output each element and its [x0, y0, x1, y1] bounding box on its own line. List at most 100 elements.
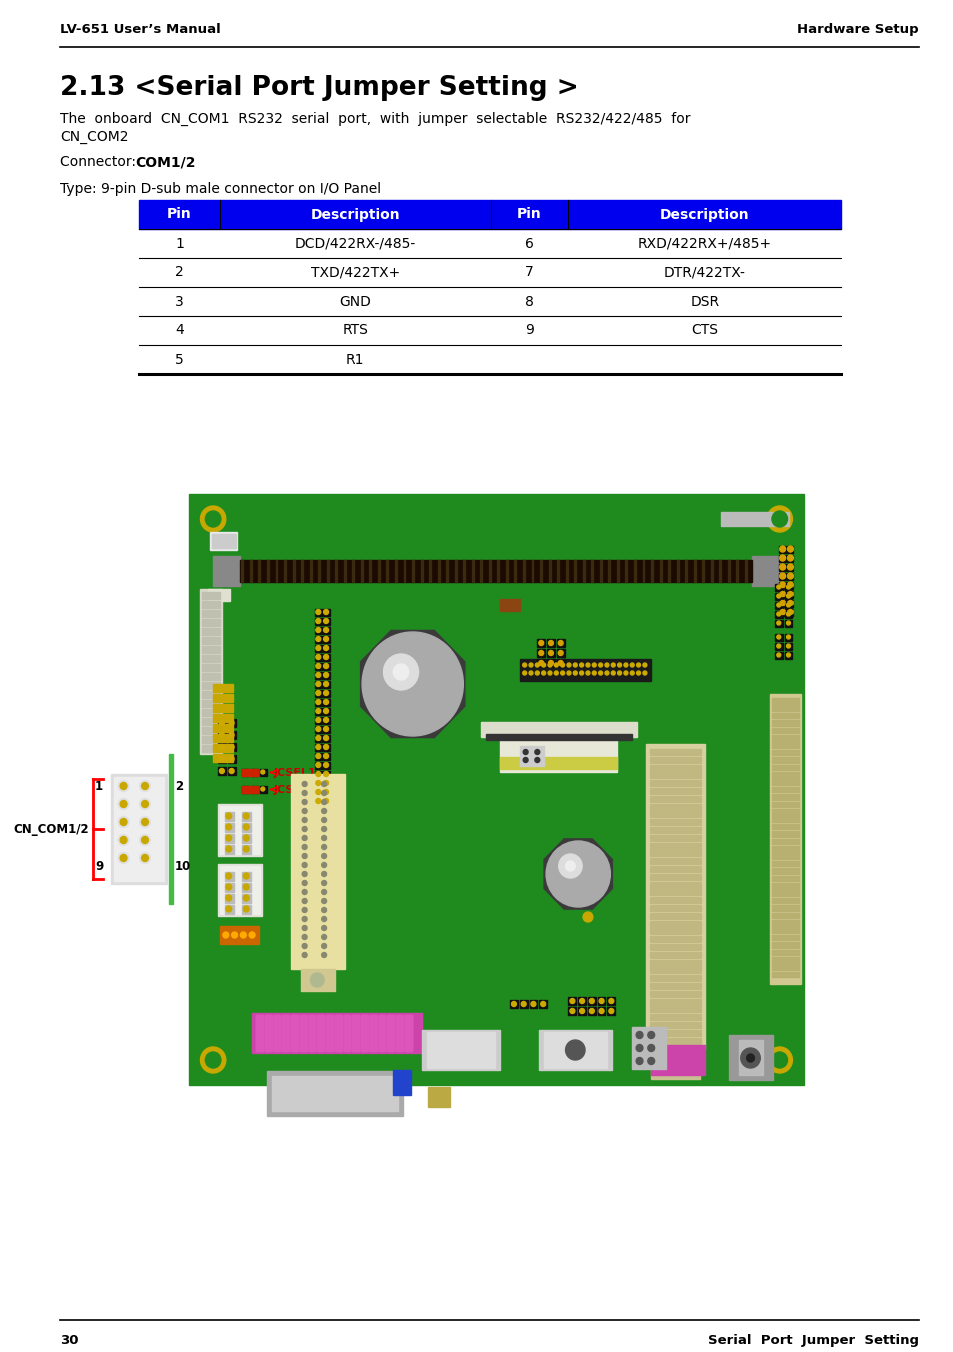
- Bar: [343, 1015, 350, 1051]
- Circle shape: [315, 735, 320, 741]
- Circle shape: [243, 906, 249, 913]
- Bar: [252, 1013, 422, 1053]
- Bar: [361, 1015, 368, 1051]
- Circle shape: [302, 880, 307, 886]
- Bar: [480, 722, 636, 737]
- Bar: [472, 560, 474, 581]
- Bar: [225, 834, 233, 844]
- Bar: [259, 786, 267, 794]
- Bar: [771, 779, 799, 786]
- Bar: [218, 804, 261, 856]
- Bar: [568, 996, 576, 1005]
- Bar: [242, 769, 257, 776]
- Bar: [293, 560, 294, 581]
- Bar: [771, 972, 799, 977]
- Circle shape: [302, 863, 307, 868]
- Text: RXD/422RX+/485+: RXD/422RX+/485+: [637, 237, 771, 250]
- Circle shape: [315, 645, 320, 650]
- Bar: [650, 867, 700, 872]
- Bar: [378, 1015, 385, 1051]
- Bar: [774, 594, 781, 600]
- Bar: [785, 564, 793, 571]
- Bar: [774, 652, 781, 658]
- Circle shape: [545, 841, 610, 907]
- Bar: [265, 1015, 272, 1051]
- Circle shape: [787, 600, 792, 606]
- Bar: [315, 744, 322, 750]
- Circle shape: [666, 1055, 683, 1073]
- Bar: [598, 1007, 605, 1015]
- Bar: [202, 745, 220, 752]
- Circle shape: [522, 671, 526, 675]
- Circle shape: [315, 637, 320, 641]
- Bar: [395, 560, 396, 581]
- Bar: [284, 560, 286, 581]
- Circle shape: [771, 1052, 786, 1068]
- Bar: [650, 960, 700, 965]
- Circle shape: [321, 863, 326, 868]
- Bar: [480, 560, 482, 581]
- Bar: [519, 746, 543, 767]
- Bar: [220, 806, 259, 854]
- Bar: [308, 1015, 315, 1051]
- Bar: [323, 735, 330, 742]
- Text: 2: 2: [175, 265, 184, 280]
- Circle shape: [592, 662, 596, 667]
- Circle shape: [776, 635, 780, 639]
- Circle shape: [243, 846, 249, 852]
- Circle shape: [771, 511, 786, 527]
- Circle shape: [226, 846, 232, 852]
- Bar: [582, 560, 584, 581]
- Circle shape: [120, 800, 127, 807]
- Bar: [323, 708, 330, 715]
- Circle shape: [558, 661, 562, 665]
- Bar: [499, 757, 617, 769]
- Circle shape: [120, 837, 127, 844]
- Circle shape: [302, 899, 307, 903]
- Bar: [771, 868, 799, 873]
- Circle shape: [589, 999, 594, 1003]
- Circle shape: [118, 799, 129, 810]
- Bar: [771, 808, 799, 814]
- Circle shape: [252, 771, 255, 773]
- Bar: [771, 949, 799, 955]
- Circle shape: [118, 817, 129, 827]
- Circle shape: [226, 906, 232, 913]
- Bar: [218, 754, 226, 763]
- Bar: [771, 861, 799, 867]
- Circle shape: [321, 872, 326, 876]
- Circle shape: [141, 837, 149, 844]
- Circle shape: [776, 603, 780, 607]
- Text: 9: 9: [94, 860, 103, 872]
- Circle shape: [323, 799, 328, 803]
- Bar: [242, 786, 249, 794]
- Circle shape: [323, 654, 328, 660]
- Bar: [771, 735, 799, 741]
- Circle shape: [321, 944, 326, 949]
- Bar: [335, 560, 336, 581]
- Circle shape: [604, 671, 608, 675]
- Circle shape: [243, 873, 249, 879]
- Bar: [543, 1032, 607, 1068]
- Circle shape: [362, 631, 463, 735]
- Bar: [393, 1069, 411, 1095]
- Bar: [315, 690, 322, 698]
- Circle shape: [786, 591, 793, 598]
- Circle shape: [566, 662, 570, 667]
- Bar: [676, 560, 678, 581]
- Circle shape: [548, 650, 553, 656]
- Bar: [650, 850, 700, 856]
- Bar: [650, 904, 700, 911]
- Circle shape: [315, 799, 320, 803]
- Bar: [378, 1015, 385, 1051]
- Circle shape: [573, 671, 577, 675]
- Circle shape: [569, 1009, 575, 1014]
- Circle shape: [302, 872, 307, 876]
- Circle shape: [636, 1032, 642, 1038]
- Circle shape: [786, 573, 793, 579]
- Circle shape: [560, 662, 564, 667]
- Circle shape: [787, 592, 792, 596]
- Circle shape: [780, 556, 784, 561]
- Circle shape: [200, 1046, 226, 1073]
- Bar: [785, 546, 793, 553]
